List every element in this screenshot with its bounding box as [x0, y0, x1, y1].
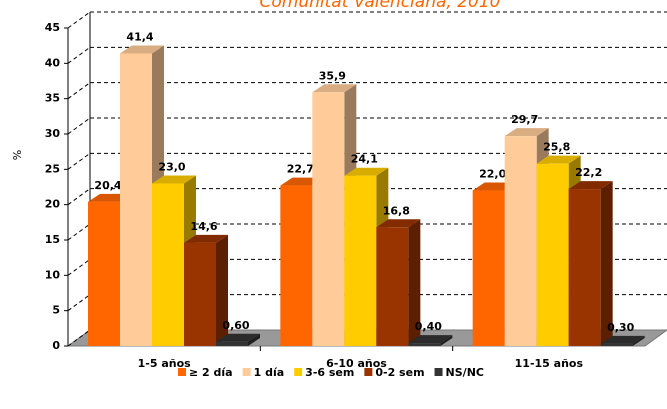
legend-swatch — [178, 368, 186, 376]
legend-swatch — [294, 368, 303, 376]
data-label: 29,7 — [511, 113, 538, 126]
bar-3d — [568, 181, 613, 346]
x-tick-label: 6-10 años — [326, 357, 387, 370]
bar-top — [216, 333, 260, 342]
legend-swatch — [434, 368, 443, 376]
legend-label: 3-6 sem — [305, 366, 354, 379]
bar-top — [536, 155, 581, 164]
data-label: 25,8 — [543, 141, 570, 154]
bar-top — [376, 219, 421, 228]
data-label: 41,4 — [126, 30, 153, 43]
y-tick-label: 35 — [45, 92, 60, 105]
bar-3d — [216, 333, 260, 346]
x-tick-label: 1-5 años — [138, 357, 192, 370]
y-tick-label: 5 — [52, 304, 60, 317]
bar-top — [504, 128, 549, 137]
bar — [280, 185, 313, 346]
wall-tick — [67, 329, 91, 347]
legend-label: ≥ 2 día — [189, 366, 233, 379]
legend-swatch — [242, 368, 251, 376]
wall-tick — [67, 117, 91, 135]
bar-side — [408, 219, 421, 346]
bar-3d — [408, 335, 453, 346]
bar-3d — [600, 335, 645, 346]
data-label: 0,30 — [607, 321, 634, 334]
bar — [312, 92, 345, 346]
data-label: 24,1 — [351, 153, 378, 166]
wall-tick — [67, 294, 91, 312]
bar — [88, 201, 120, 346]
y-axis-label: % — [11, 150, 24, 160]
bar — [152, 183, 184, 346]
bar — [568, 189, 601, 346]
data-label: 14,6 — [190, 220, 217, 233]
bar-side — [440, 335, 453, 346]
data-label: 22,2 — [575, 166, 602, 179]
bar — [504, 136, 537, 346]
data-label: 20,4 — [94, 179, 121, 192]
wall-tick — [67, 82, 91, 100]
chart-title: Comunitat Valenciana, 2010 — [260, 0, 501, 12]
y-tick-label: 40 — [45, 56, 61, 69]
legend-label: NS/NC — [446, 366, 484, 379]
bar — [120, 53, 152, 346]
wall-tick — [67, 188, 91, 206]
wall-tick — [67, 152, 91, 170]
legend-label: 0-2 sem — [375, 366, 424, 379]
data-label: 35,9 — [319, 69, 346, 82]
bar-top — [568, 181, 613, 190]
wall-tick — [67, 11, 91, 29]
wall-tick — [67, 258, 91, 276]
bar — [408, 343, 441, 346]
x-tick-label: 11-15 años — [515, 357, 584, 370]
bar — [344, 175, 377, 346]
bar-side — [248, 333, 260, 346]
y-tick-label: 15 — [45, 233, 60, 246]
bar-top — [120, 45, 164, 54]
bar-3d — [376, 219, 421, 346]
bar-3d — [184, 234, 228, 346]
legend-label: 1 día — [254, 366, 285, 379]
bar-top — [344, 167, 389, 176]
y-tick-label: 20 — [45, 198, 61, 211]
data-label: 0,60 — [222, 319, 249, 332]
bar — [184, 242, 216, 346]
wall-tick — [67, 46, 91, 64]
bar-top — [184, 234, 228, 243]
y-tick-label: 10 — [45, 268, 61, 281]
bar — [600, 343, 633, 346]
data-label: 23,0 — [158, 160, 185, 173]
y-tick-label: 0 — [52, 339, 60, 352]
data-label: 0,40 — [415, 320, 442, 333]
bar — [376, 227, 409, 346]
bar-side — [632, 335, 645, 346]
bar-top — [312, 84, 357, 93]
data-label: 22,7 — [287, 163, 314, 176]
bar — [536, 163, 569, 346]
bar-top — [600, 335, 645, 344]
y-tick-label: 25 — [45, 162, 60, 175]
y-tick-label: 30 — [45, 127, 61, 140]
bar-top — [408, 335, 453, 344]
legend-swatch — [364, 368, 373, 376]
data-label: 22,0 — [479, 168, 506, 181]
bar — [216, 341, 248, 346]
bar-top — [152, 175, 196, 184]
bar — [472, 190, 505, 346]
bar-side — [216, 234, 228, 346]
data-label: 16,8 — [383, 204, 410, 217]
y-tick-label: 45 — [45, 21, 60, 34]
bar-side — [600, 181, 613, 346]
wall-tick — [67, 223, 91, 241]
